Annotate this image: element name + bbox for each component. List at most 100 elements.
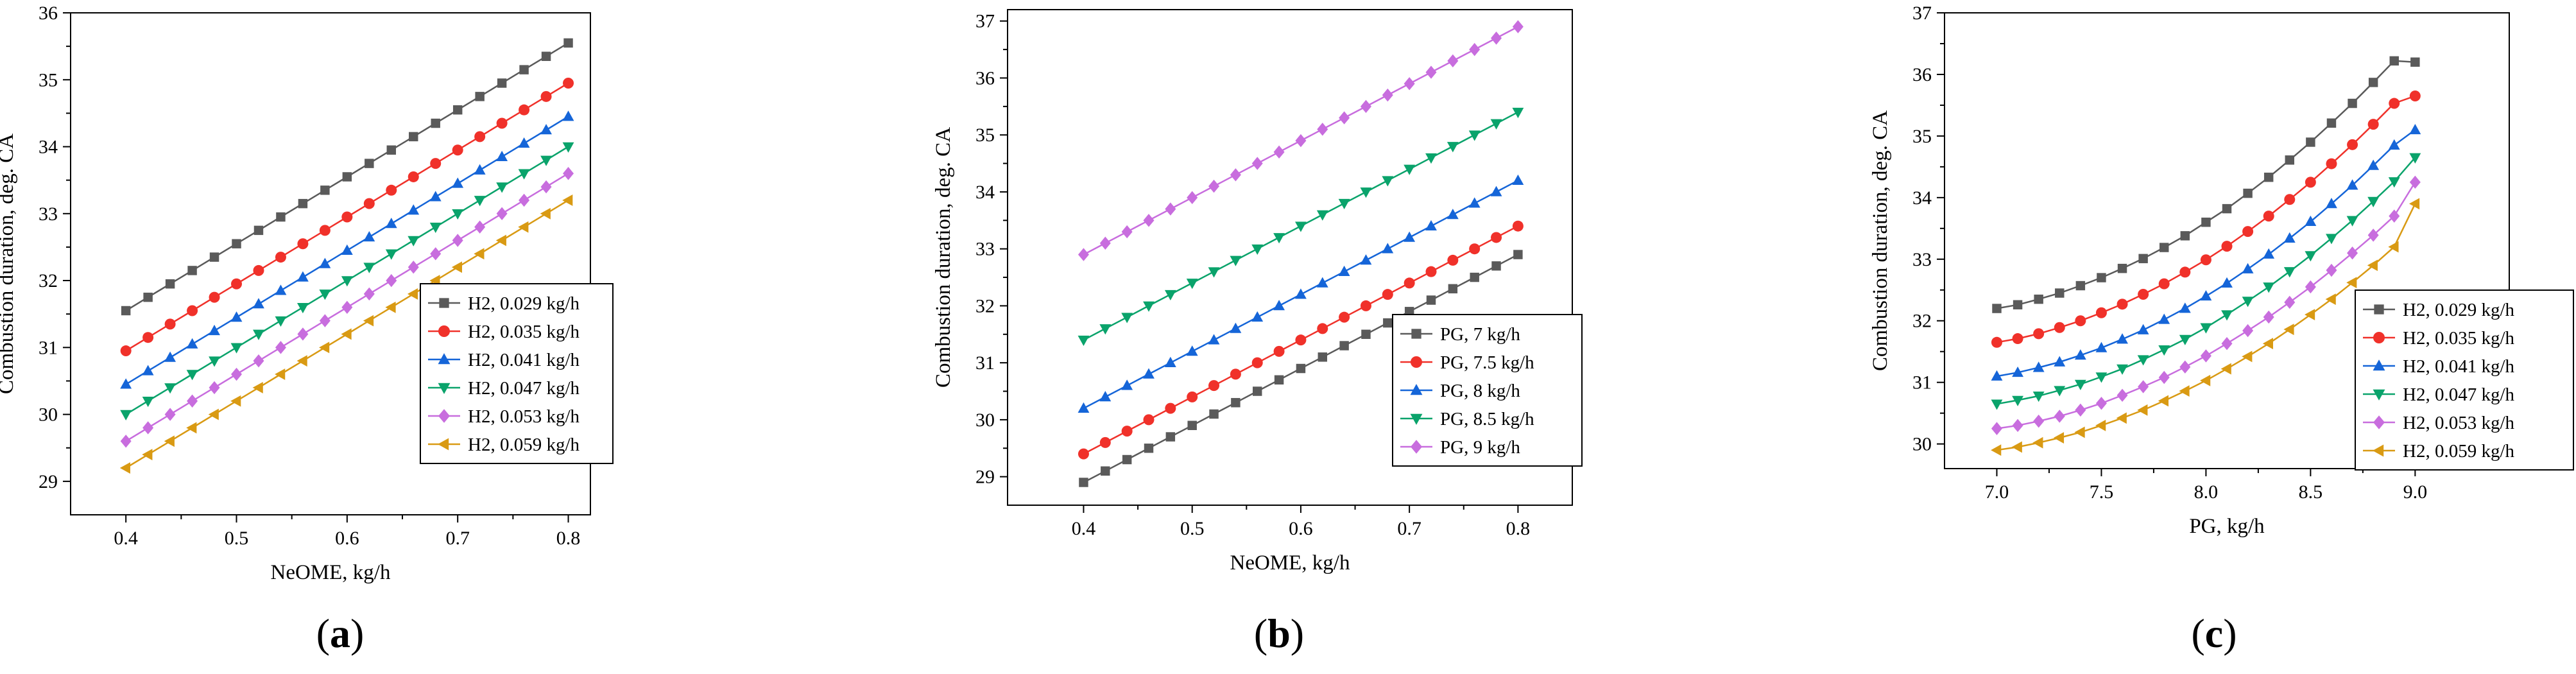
legend-item: H2, 0.035 kg/h [428, 322, 580, 342]
data-point [451, 261, 462, 273]
data-point [1317, 323, 1328, 334]
data-point [1099, 436, 1111, 448]
data-point [1231, 398, 1241, 408]
data-point [1121, 225, 1133, 239]
data-point [142, 396, 154, 408]
data-point [296, 355, 307, 367]
data-point [341, 211, 353, 223]
data-point [2179, 334, 2191, 345]
data-point [1165, 202, 1176, 216]
data-point [2409, 123, 2421, 135]
data-point [2367, 159, 2380, 170]
legend-box [2355, 289, 2574, 471]
data-point [1339, 111, 1350, 125]
legend-marker [438, 383, 451, 394]
series-h2-0-047-kg-h [120, 142, 574, 420]
y-tick-label: 36 [975, 67, 995, 89]
data-point [1360, 99, 1371, 114]
data-point [474, 248, 485, 260]
x-tick-label: 0.4 [1072, 518, 1096, 539]
data-point [142, 365, 154, 376]
data-point [2179, 360, 2191, 374]
data-point [2158, 370, 2170, 385]
data-point [2409, 91, 2421, 102]
data-point [1186, 279, 1198, 289]
data-point [1991, 399, 2003, 410]
data-point [319, 257, 331, 268]
data-point [2389, 56, 2399, 66]
x-tick-label: 0.6 [335, 528, 359, 549]
data-point [2095, 341, 2108, 352]
y-tick-label: 30 [975, 410, 995, 431]
y-tick-label: 35 [975, 125, 995, 146]
data-point [475, 92, 485, 101]
data-point [209, 381, 220, 395]
legend-item: PG, 7.5 kg/h [1400, 352, 1534, 373]
data-point [496, 182, 508, 193]
legend-label: H2, 0.047 kg/h [468, 378, 580, 399]
data-point [1078, 248, 1089, 261]
data-point [2095, 372, 2108, 383]
data-point [540, 155, 552, 166]
legend-label: H2, 0.029 kg/h [468, 293, 580, 314]
data-point [2013, 300, 2023, 310]
data-point [2283, 232, 2296, 243]
data-point [452, 234, 463, 247]
y-tick-label: 35 [1912, 126, 1932, 147]
data-point [1360, 300, 1371, 311]
data-point [562, 142, 574, 153]
data-point [342, 172, 352, 182]
panel-label-c-close: ) [2223, 610, 2237, 656]
data-point [296, 271, 309, 282]
data-point [2305, 280, 2316, 294]
data-point [1360, 187, 1372, 198]
data-point [2138, 380, 2149, 393]
data-point [231, 367, 243, 381]
data-point [2179, 302, 2191, 313]
legend-label: H2, 0.059 kg/h [468, 435, 580, 455]
series-h2-0-035-kg-h [1991, 91, 2421, 348]
data-point [2388, 241, 2399, 253]
data-point [232, 239, 241, 248]
legend-label: PG, 8 kg/h [1440, 381, 1520, 401]
data-point [1273, 145, 1285, 159]
data-point [474, 164, 486, 175]
data-point [253, 329, 264, 340]
x-tick-label: 7.5 [2090, 481, 2114, 503]
data-point [1099, 391, 1112, 402]
data-point [363, 198, 375, 209]
data-point [2346, 277, 2357, 289]
legend-marker [1410, 413, 1423, 425]
panel-label-b-open: ( [1254, 610, 1267, 656]
legend-label: H2, 0.041 kg/h [2403, 356, 2515, 377]
y-tick-label: 29 [975, 467, 995, 488]
data-point [187, 394, 198, 408]
data-point [2075, 403, 2086, 417]
data-point [1251, 357, 1263, 368]
legend-item: H2, 0.053 kg/h [2363, 413, 2515, 433]
data-point [2159, 243, 2169, 252]
data-point [1447, 254, 1459, 266]
data-point [429, 222, 442, 234]
data-point [2158, 278, 2170, 289]
x-tick-label: 8.5 [2299, 481, 2323, 503]
data-point [563, 167, 574, 180]
data-point [1447, 142, 1459, 153]
data-point [1512, 220, 1524, 232]
data-point [474, 196, 486, 207]
data-point [2221, 337, 2233, 350]
data-point [2032, 361, 2045, 372]
legend-label: H2, 0.029 kg/h [2403, 300, 2515, 320]
data-point [1230, 368, 1241, 380]
data-point [2117, 388, 2128, 402]
x-tick-label: 0.7 [445, 528, 470, 549]
data-point [408, 236, 420, 246]
legend-label: PG, 7 kg/h [1440, 324, 1520, 345]
series-h2-0-035-kg-h [120, 77, 574, 357]
data-point [1447, 54, 1459, 68]
y-tick-label: 36 [39, 3, 58, 24]
data-point [452, 105, 463, 115]
data-point [1186, 345, 1198, 356]
